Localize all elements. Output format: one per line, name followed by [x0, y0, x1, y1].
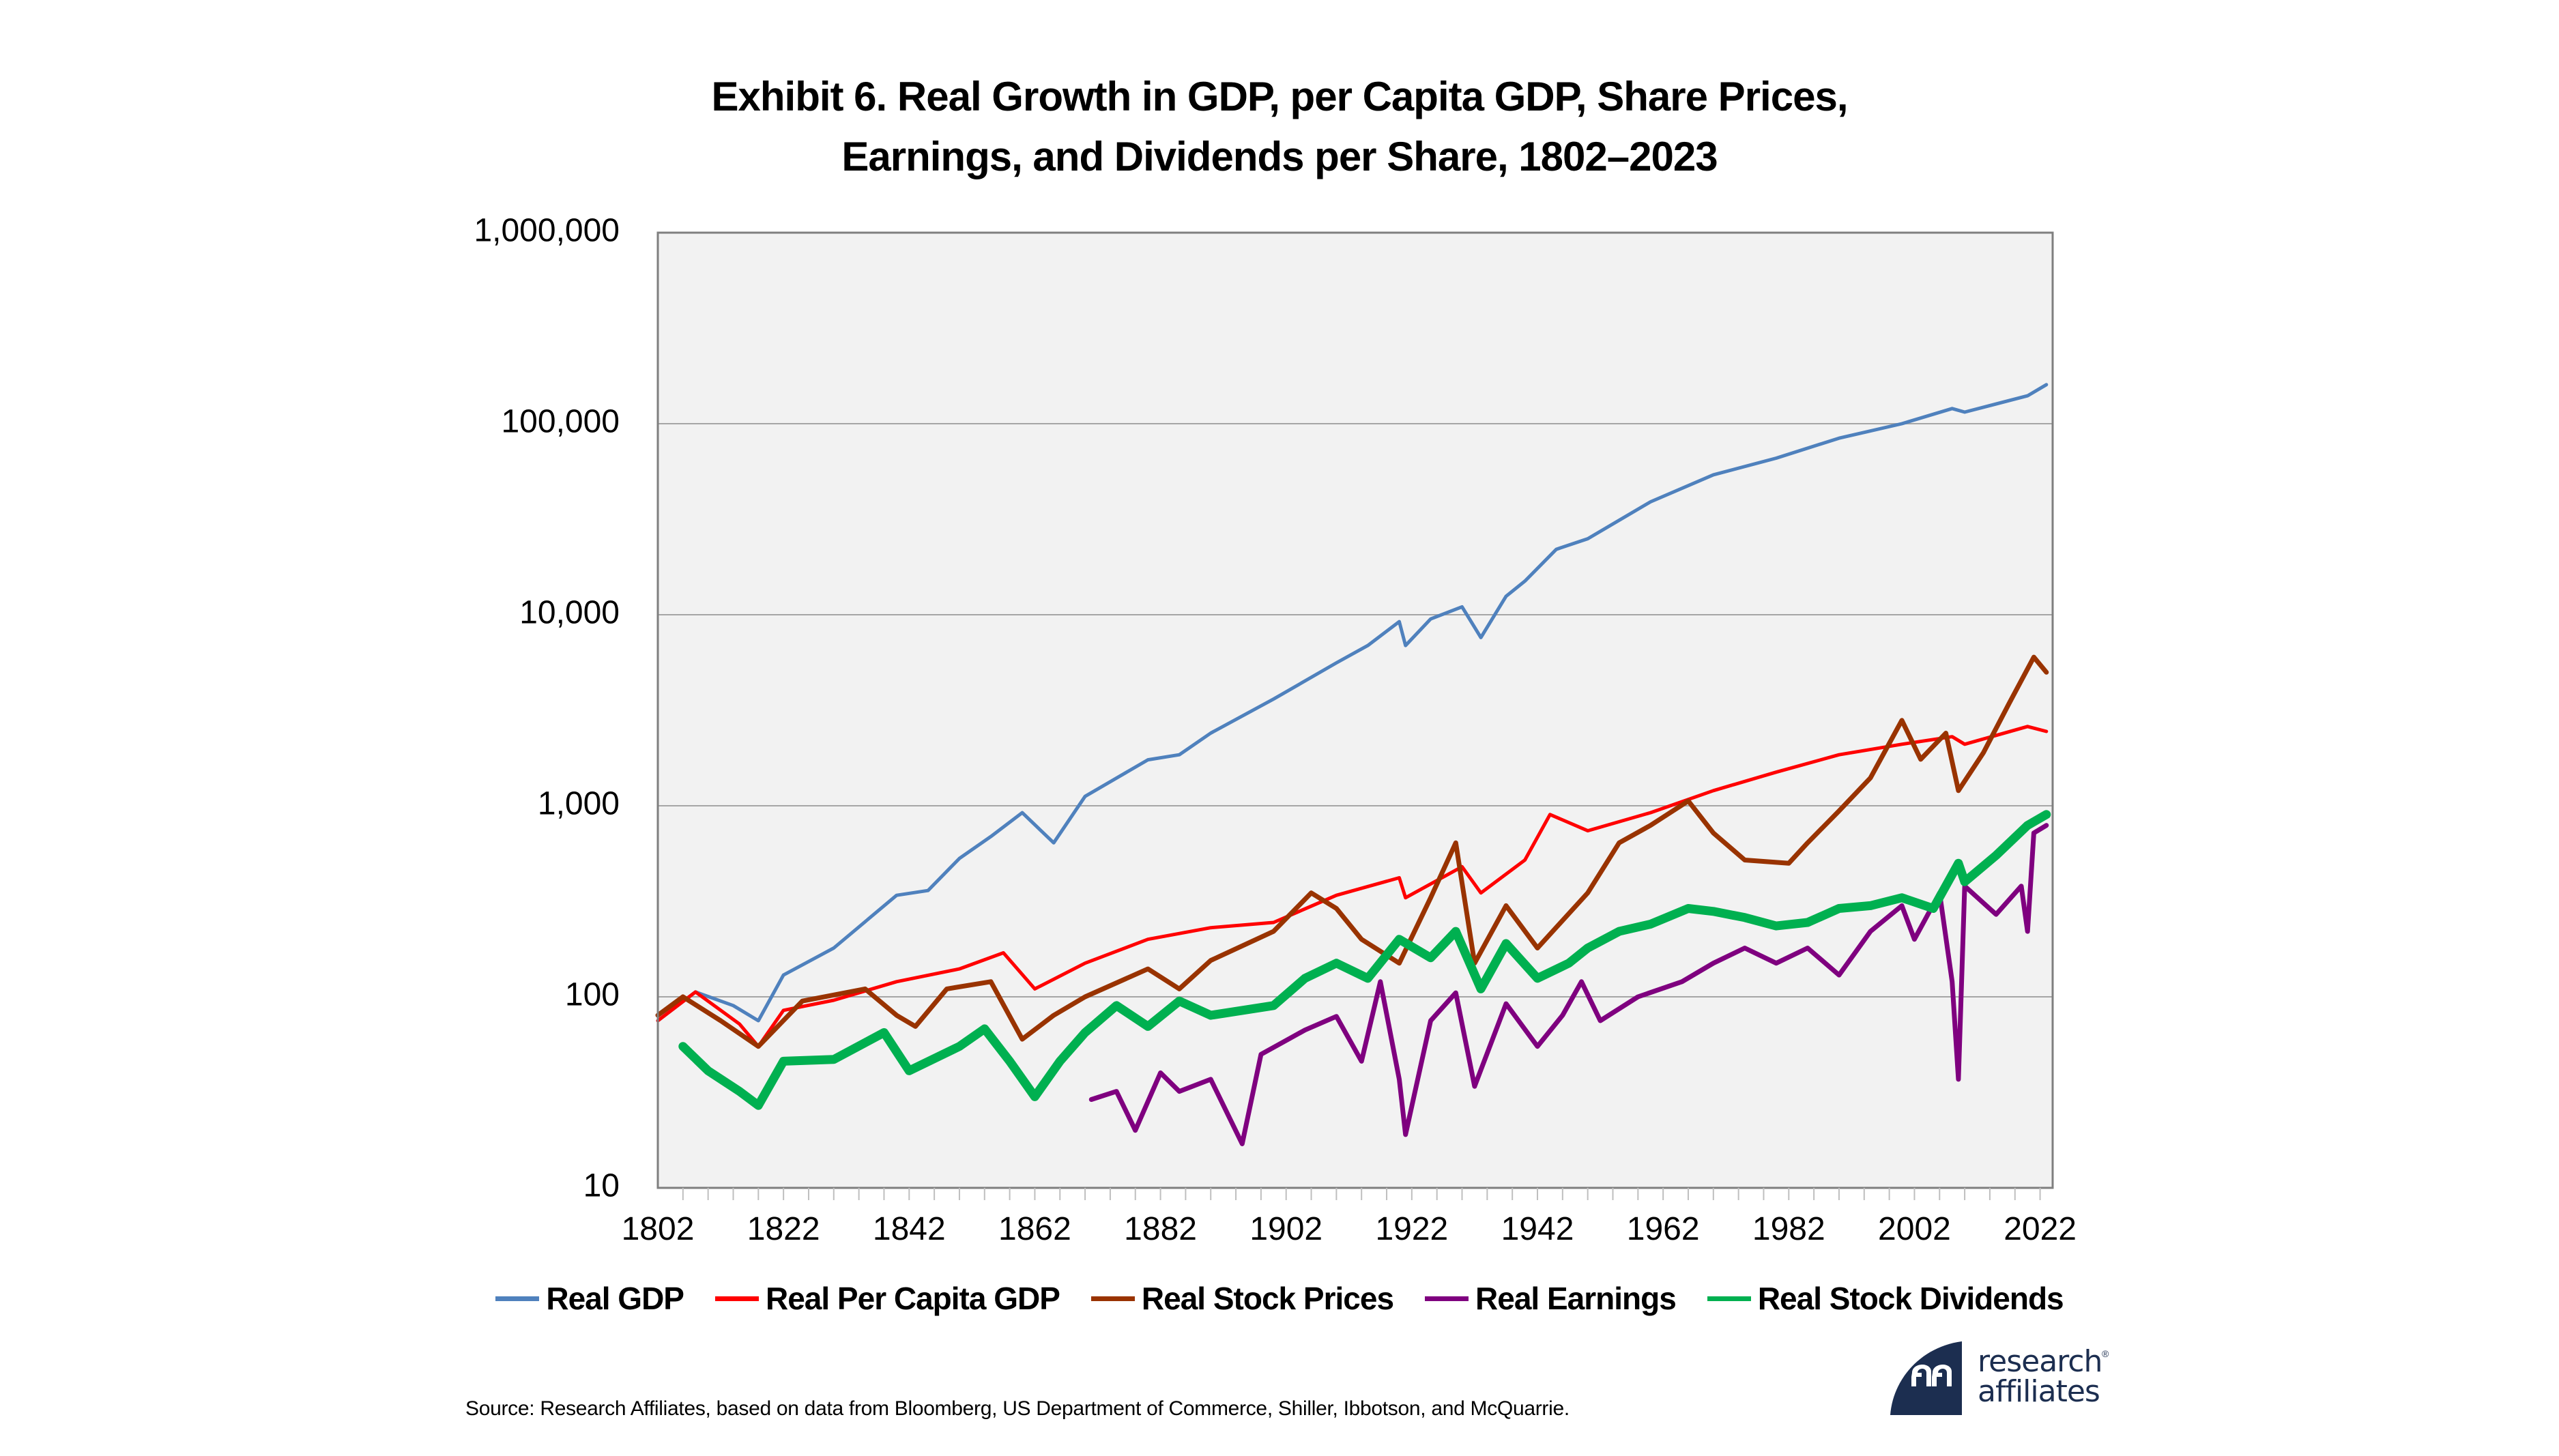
chart-title: Exhibit 6. Real Growth in GDP, per Capit…: [0, 67, 2559, 187]
x-tick-label: 1942: [1501, 1211, 1574, 1247]
y-tick-label: 10: [583, 1168, 620, 1204]
registered-mark: ®: [2102, 1348, 2109, 1359]
legend-swatch-real-earnings: [1425, 1296, 1469, 1301]
x-tick-label: 1802: [622, 1211, 695, 1247]
series-group: [655, 383, 2051, 1146]
legend-swatch-real-per-capita-gdp: [714, 1296, 759, 1301]
legend-label-real-earnings: Real Earnings: [1475, 1281, 1677, 1316]
x-tick-label: 1842: [873, 1211, 946, 1247]
x-tick-label: 1902: [1249, 1211, 1322, 1247]
legend-label-real-gdp: Real GDP: [546, 1281, 684, 1316]
legend-item-real-per-capita-gdp: Real Per Capita GDP: [714, 1280, 1060, 1317]
y-axis-ticks: 10 100 1,000 10,000 100,000 1,000,000: [474, 213, 620, 1204]
logo-text-line-2: affiliates: [1978, 1374, 2100, 1409]
legend-label-real-stock-dividends: Real Stock Dividends: [1757, 1281, 2064, 1316]
x-tick-label: 2002: [1878, 1211, 1951, 1247]
chart-title-line-2: Earnings, and Dividends per Share, 1802–…: [841, 134, 1718, 179]
series-line-real-earnings: [1088, 823, 2049, 1146]
legend-item-real-earnings: Real Earnings: [1425, 1280, 1677, 1317]
x-tick-label: 1822: [747, 1211, 820, 1247]
legend-swatch-real-gdp: [495, 1296, 540, 1301]
x-tick-label: 1982: [1752, 1211, 1825, 1247]
y-tick-label: 10,000: [519, 595, 620, 631]
y-tick-label: 1,000: [538, 786, 620, 822]
legend-item-real-stock-dividends: Real Stock Dividends: [1707, 1280, 2064, 1317]
series-line-real-gdp: [656, 383, 2049, 1023]
legend-label-real-stock-prices: Real Stock Prices: [1141, 1281, 1394, 1316]
legend-item-real-stock-prices: Real Stock Prices: [1090, 1280, 1394, 1317]
source-note: Source: Research Affiliates, based on da…: [465, 1397, 1570, 1420]
x-tick-label: 1922: [1375, 1211, 1448, 1247]
research-affiliates-logo-icon: [1890, 1341, 1962, 1415]
legend-swatch-real-stock-prices: [1090, 1296, 1135, 1301]
legend-item-real-gdp: Real GDP: [495, 1280, 684, 1317]
series-line-real-stock-dividends: [678, 810, 2051, 1110]
y-tick-label: 100: [565, 977, 620, 1013]
series-line-real-per-capita-gdp: [656, 725, 2049, 1049]
legend: Real GDP Real Per Capita GDP Real Stock …: [0, 1280, 2559, 1317]
logo-wordmark: research affiliates: [1978, 1347, 2102, 1407]
series-line-real-stock-prices: [655, 654, 2049, 1049]
legend-label-real-per-capita-gdp: Real Per Capita GDP: [765, 1281, 1060, 1316]
y-tick-label: 1,000,000: [474, 213, 620, 249]
legend-swatch-real-stock-dividends: [1707, 1296, 1751, 1301]
axes: [656, 231, 2054, 1200]
gridlines: [658, 423, 2053, 998]
plot-area: [658, 233, 2053, 1188]
x-tick-label: 1962: [1627, 1211, 1700, 1247]
research-affiliates-logo: research affiliates ®: [1890, 1341, 2136, 1416]
x-tick-label: 2022: [2004, 1211, 2077, 1247]
x-tick-label: 1882: [1124, 1211, 1197, 1247]
x-tick-label: 1862: [998, 1211, 1071, 1247]
chart-title-line-1: Exhibit 6. Real Growth in GDP, per Capit…: [711, 74, 1849, 119]
logo-text-line-1: research: [1978, 1344, 2102, 1379]
x-axis-ticks: 1802 1822 1842 1862 1882 1902 1922 1942 1962 1982…: [622, 1211, 2077, 1247]
plot-border: [656, 231, 2054, 1189]
y-tick-label: 100,000: [501, 404, 620, 440]
